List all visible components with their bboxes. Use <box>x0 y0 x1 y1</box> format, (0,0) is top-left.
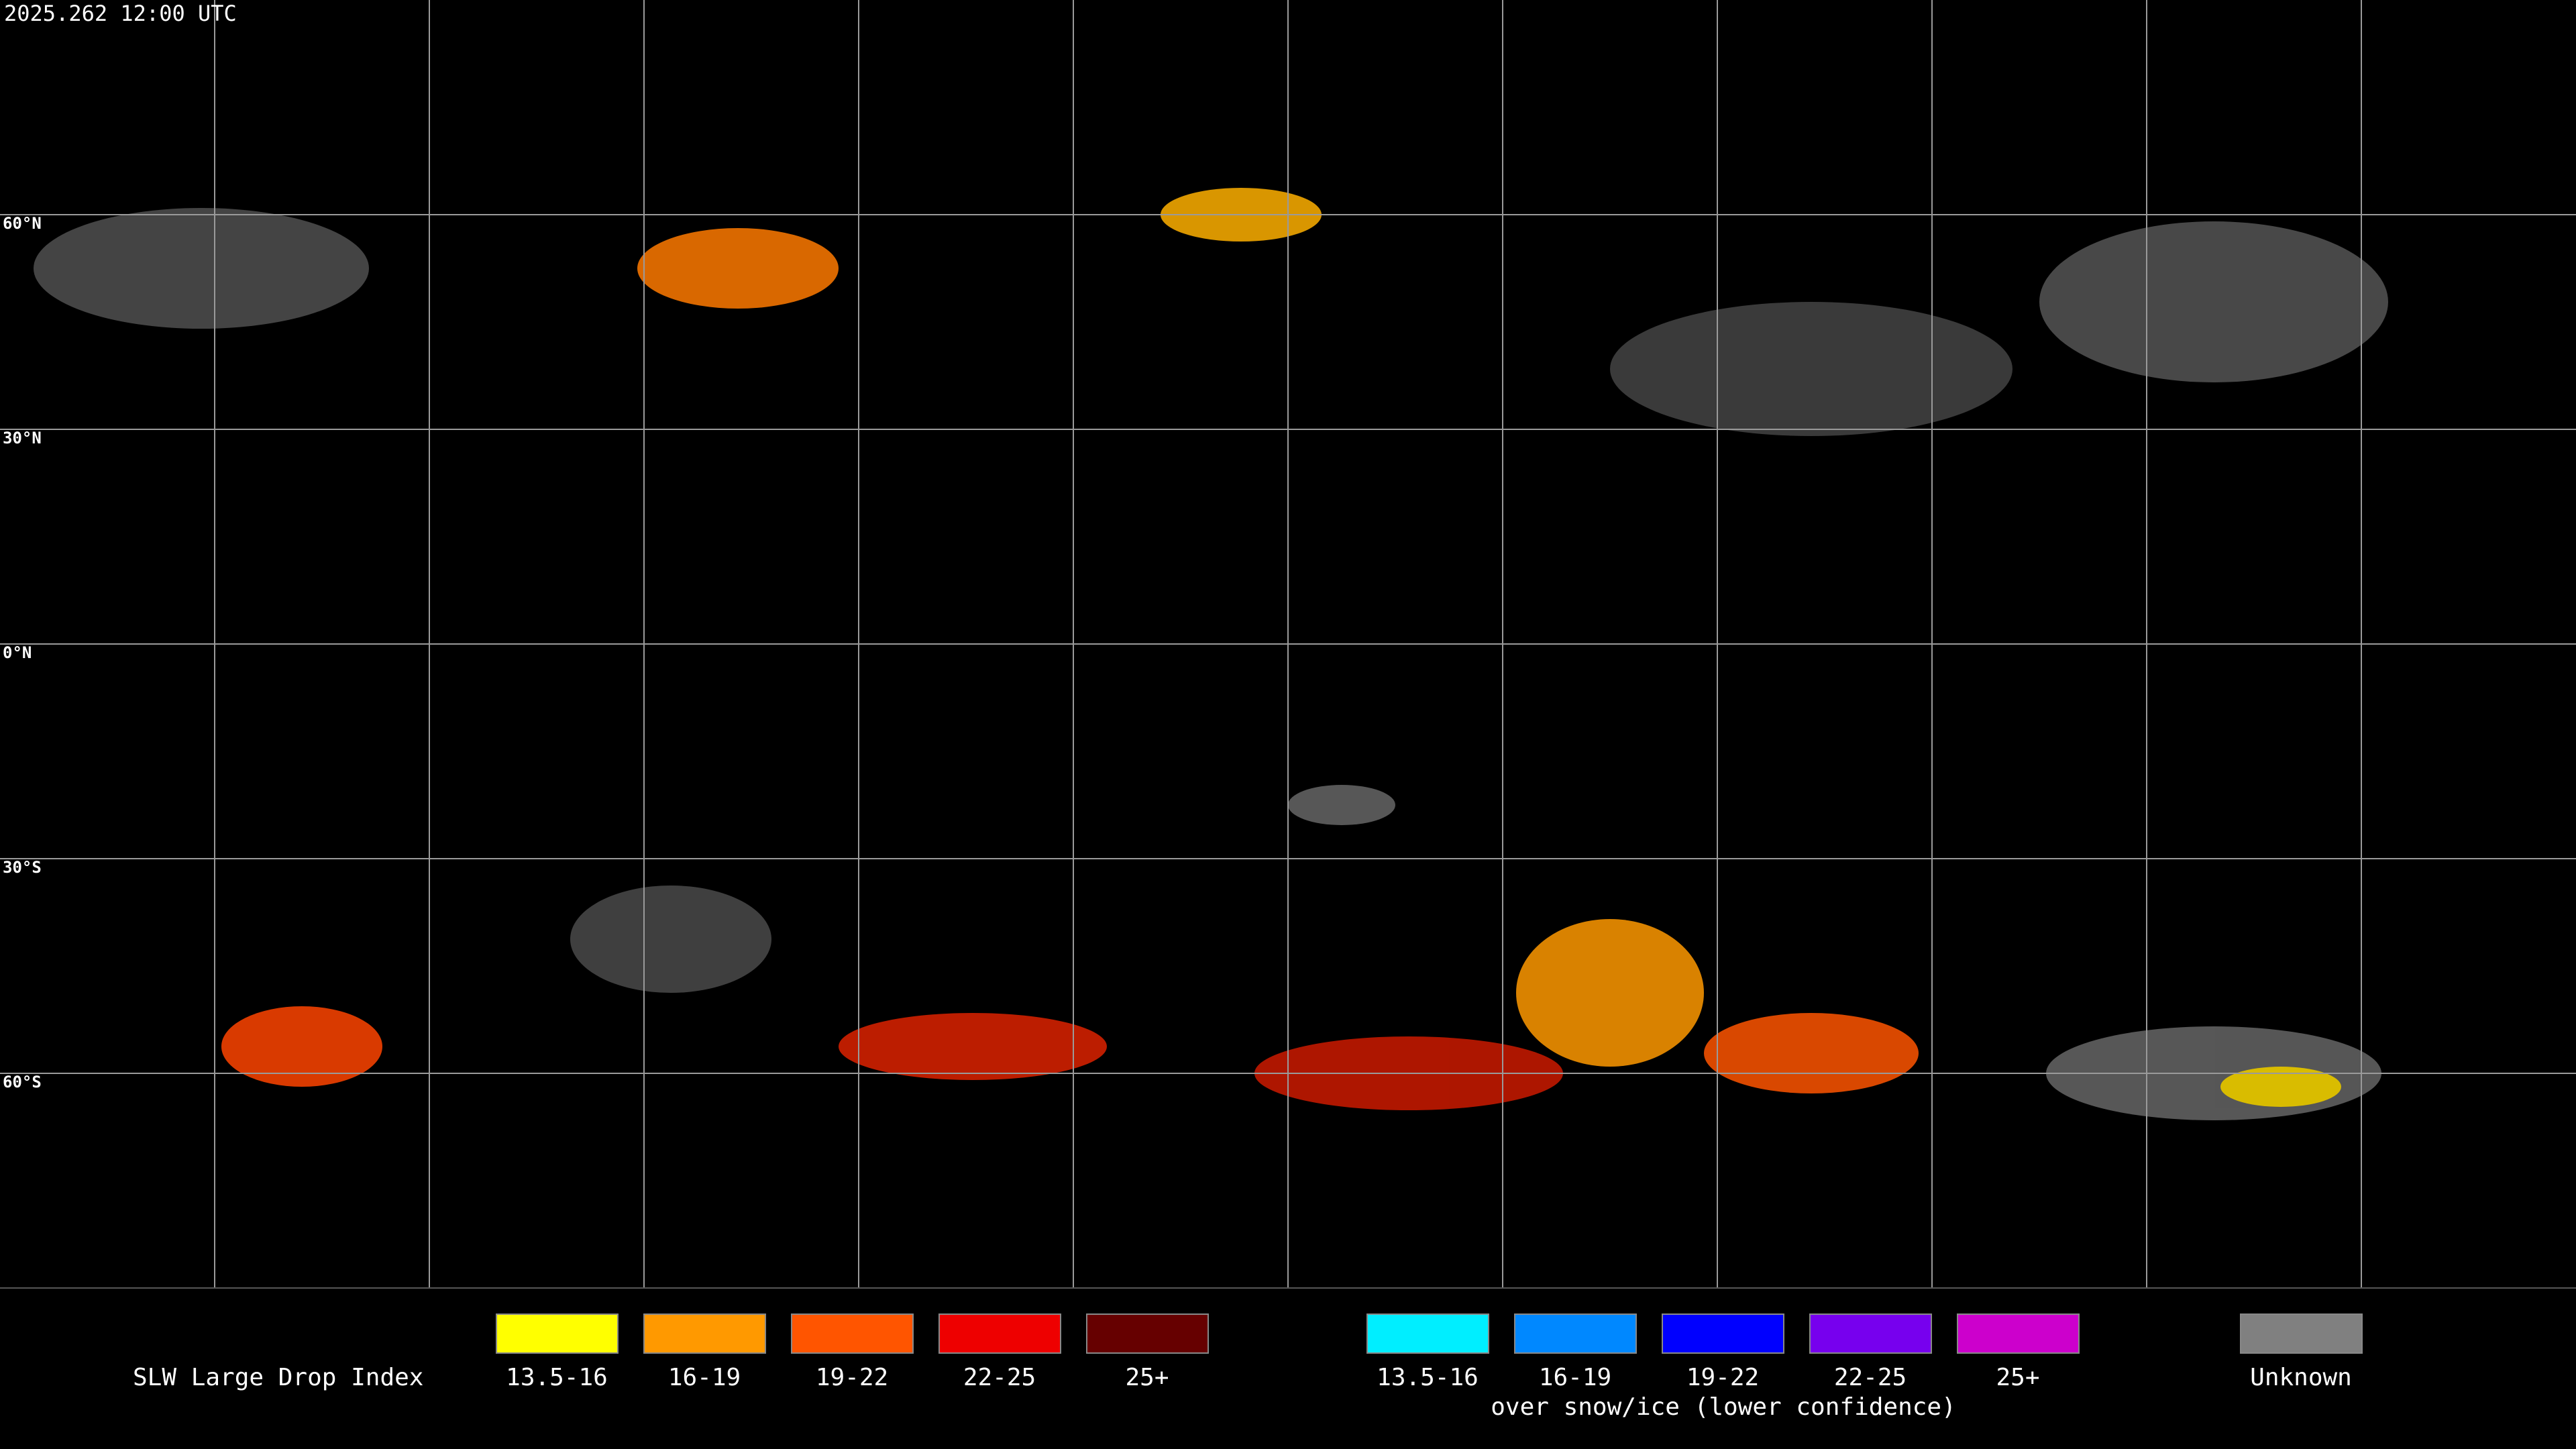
legend-label: 16-19 <box>668 1364 741 1391</box>
cloud-patch <box>839 1013 1107 1080</box>
legend-swatch <box>938 1313 1061 1354</box>
legend-swatch <box>643 1313 766 1354</box>
latitude-label: 0°N <box>3 643 32 662</box>
latitude-labels: 60°N 30°N 0°N 30°S 60°S <box>3 214 42 1091</box>
cloud-patch <box>2039 221 2388 382</box>
cloud-patch <box>637 228 839 309</box>
cloud-patch <box>34 208 369 329</box>
legend: 13.5-16 16-19 19-22 22-25 25+ 13.5-16 16-19 19-… <box>496 1313 2363 1391</box>
legend-swatch <box>1662 1313 1784 1354</box>
legend-label: Unknown <box>2250 1364 2352 1391</box>
legend-swatch <box>1957 1313 2080 1354</box>
legend-swatch <box>791 1313 914 1354</box>
cloud-field <box>34 188 2388 1120</box>
legend-label: 13.5-16 <box>1377 1364 1479 1391</box>
timestamp: 2025.262 12:00 UTC <box>4 1 237 26</box>
legend-label: 16-19 <box>1539 1364 1611 1391</box>
legend-label: 22-25 <box>1834 1364 1907 1391</box>
legend-label: 13.5-16 <box>506 1364 608 1391</box>
latitude-label: 60°N <box>3 214 42 233</box>
legend-caption: over snow/ice (lower confidence) <box>1491 1393 1956 1421</box>
latitude-label: 30°N <box>3 429 42 447</box>
legend-swatch <box>1809 1313 1932 1354</box>
latitude-label: 30°S <box>3 858 42 877</box>
legend-swatch <box>496 1313 619 1354</box>
legend-label: 22-25 <box>963 1364 1036 1391</box>
cloud-patch <box>2220 1067 2341 1107</box>
legend-swatch <box>1086 1313 1209 1354</box>
cloud-patch <box>1704 1013 1919 1093</box>
legend-label: 19-22 <box>816 1364 888 1391</box>
cloud-patch <box>1288 785 1395 825</box>
cloud-patch <box>221 1006 382 1087</box>
cloud-patch <box>1516 919 1704 1067</box>
legend-title: SLW Large Drop Index <box>133 1364 423 1391</box>
legend-swatch <box>1366 1313 1489 1354</box>
graticule <box>0 0 2576 1288</box>
legend-swatch <box>2240 1313 2363 1354</box>
legend-label: 19-22 <box>1686 1364 1759 1391</box>
legend-swatch <box>1514 1313 1637 1354</box>
legend-label: 25+ <box>1996 1364 2039 1391</box>
cloud-patch <box>1610 302 2012 436</box>
legend-label: 25+ <box>1125 1364 1169 1391</box>
latitude-label: 60°S <box>3 1073 42 1091</box>
cloud-patch <box>570 885 771 993</box>
